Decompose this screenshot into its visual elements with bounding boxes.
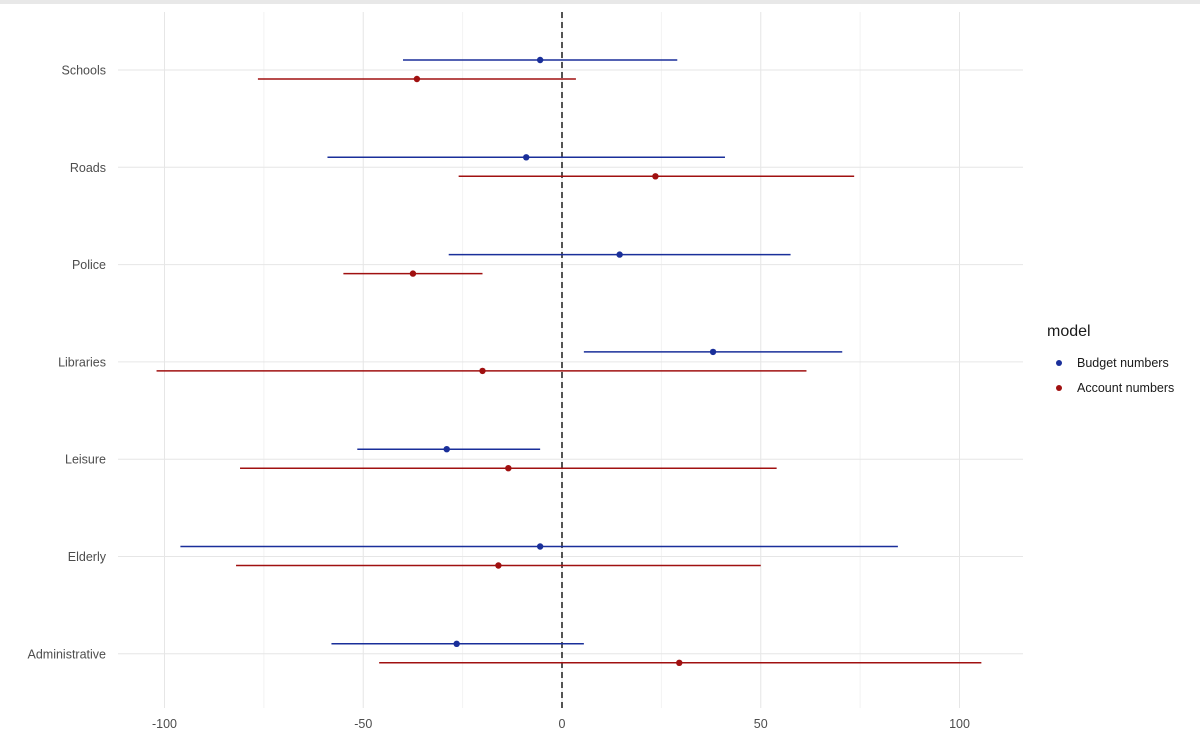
grid <box>118 12 1023 708</box>
point-budget-numbers-administrative <box>453 640 460 647</box>
y-tick-label-police: Police <box>72 258 106 272</box>
point-account-numbers-libraries <box>479 367 486 375</box>
point-budget-numbers-schools <box>536 56 544 64</box>
legend-label-budget-numbers: Budget numbers <box>1077 356 1169 370</box>
point-account-numbers-leisure <box>505 465 512 472</box>
point-budget-numbers-leisure <box>443 446 450 453</box>
point-account-numbers-elderly <box>495 562 502 569</box>
point-account-numbers-police <box>409 270 417 277</box>
y-tick-label-leisure: Leisure <box>65 453 106 467</box>
legend-item-account-numbers: Account numbers <box>1047 376 1197 401</box>
x-tick-label: 50 <box>754 717 768 731</box>
point-account-numbers-administrative <box>676 659 683 666</box>
series-intervals <box>156 56 982 666</box>
legend-label-account-numbers: Account numbers <box>1077 381 1175 395</box>
point-budget-numbers-roads <box>523 154 530 161</box>
x-axis-tick-labels: -100 -50 0 50 100 <box>152 717 970 731</box>
x-tick-label: 100 <box>949 717 970 731</box>
x-tick-label: -50 <box>354 717 372 731</box>
x-tick-label: 0 <box>559 717 566 731</box>
y-tick-label-elderly: Elderly <box>68 550 107 564</box>
legend-item-budget-numbers: Budget numbers <box>1047 351 1197 376</box>
legend-dot-icon <box>1056 384 1062 391</box>
y-tick-label-libraries: Libraries <box>58 355 106 369</box>
legend-title: model <box>1047 323 1091 340</box>
y-tick-label-administrative: Administrative <box>28 647 107 661</box>
y-tick-label-schools: Schools <box>62 64 106 78</box>
point-budget-numbers-elderly <box>536 543 544 550</box>
point-account-numbers-schools <box>413 75 421 83</box>
y-tick-label-roads: Roads <box>70 161 106 175</box>
window-top-border <box>0 0 1200 4</box>
x-tick-label: -100 <box>152 717 177 731</box>
point-budget-numbers-libraries <box>709 348 717 356</box>
point-account-numbers-roads <box>652 173 659 180</box>
y-axis-tick-labels: Schools Roads Police Libraries Leisure Elderl… <box>28 64 107 662</box>
point-budget-numbers-police <box>616 251 623 258</box>
legend: model Budget numbers Account numbers <box>1047 323 1197 401</box>
legend-dot-icon <box>1056 359 1062 366</box>
